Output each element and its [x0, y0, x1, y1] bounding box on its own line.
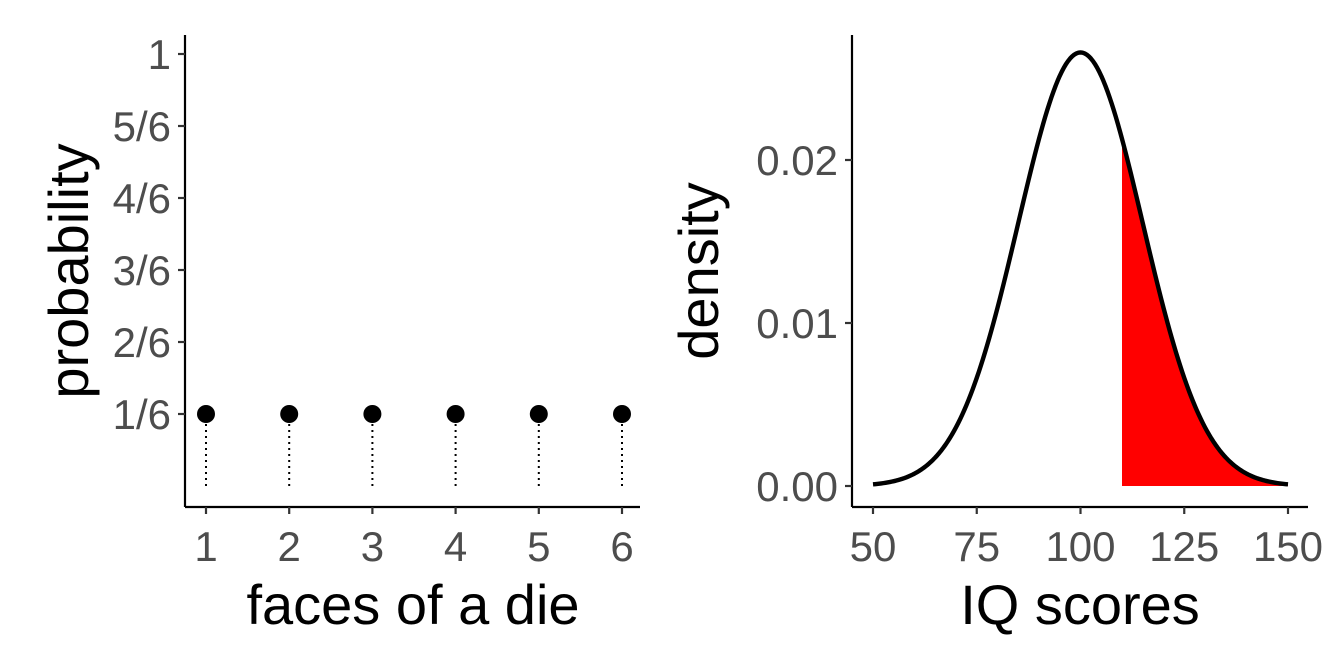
- iq-x-ticks: 50 75 100 125 150: [850, 507, 1323, 570]
- die-x-tick-label: 2: [278, 523, 301, 570]
- die-x-tick-label: 5: [527, 523, 550, 570]
- iq-y-tick-label: 0.01: [756, 300, 838, 347]
- iq-y-axis-title: density: [667, 182, 730, 359]
- die-y-axis-title: probability: [37, 143, 100, 398]
- iq-density-curve: [872, 50, 1289, 487]
- die-probability-chart: 1/6 2/6 3/6 4/6 5/6 1 1 2 3 4 5 6 faces of a die p…: [37, 31, 640, 636]
- die-y-tick-label: 5/6: [113, 103, 171, 150]
- iq-x-tick-label: 125: [1149, 523, 1219, 570]
- die-y-tick-label: 1: [148, 31, 171, 78]
- iq-x-tick-label: 100: [1045, 523, 1115, 570]
- die-points: [197, 404, 631, 423]
- iq-y-tick-label: 0.02: [756, 137, 838, 184]
- die-y-ticks: 1/6 2/6 3/6 4/6 5/6 1: [113, 31, 185, 438]
- die-x-ticks: 1 2 3 4 5 6: [194, 507, 634, 570]
- die-stems: [205, 413, 623, 486]
- die-x-tick-label: 1: [194, 523, 217, 570]
- iq-x-axis-title: IQ scores: [960, 573, 1200, 636]
- die-y-tick-label: 1/6: [113, 391, 171, 438]
- die-y-tick-label: 3/6: [113, 247, 171, 294]
- die-x-tick-label: 6: [610, 523, 633, 570]
- die-y-tick-label: 4/6: [113, 175, 171, 222]
- iq-x-tick-label: 75: [953, 523, 1000, 570]
- die-point: [613, 404, 631, 423]
- die-point: [197, 404, 215, 423]
- die-point: [446, 404, 465, 423]
- die-x-tick-label: 3: [361, 523, 384, 570]
- die-x-tick-label: 4: [444, 523, 467, 570]
- iq-y-tick-label: 0.00: [756, 463, 838, 510]
- iq-density-chart: 0.00 0.01 0.02 50 75 100 125 150 IQ scores den…: [667, 35, 1323, 636]
- die-y-tick-label: 2/6: [113, 319, 171, 366]
- iq-y-ticks: 0.00 0.01 0.02: [756, 137, 852, 510]
- iq-shaded-tail-area: [1122, 138, 1288, 486]
- die-x-axis-title: faces of a die: [246, 573, 579, 636]
- die-point: [280, 404, 299, 423]
- iq-x-tick-label: 50: [850, 523, 897, 570]
- die-point: [363, 404, 382, 423]
- die-point: [529, 404, 548, 423]
- iq-x-tick-label: 150: [1253, 523, 1323, 570]
